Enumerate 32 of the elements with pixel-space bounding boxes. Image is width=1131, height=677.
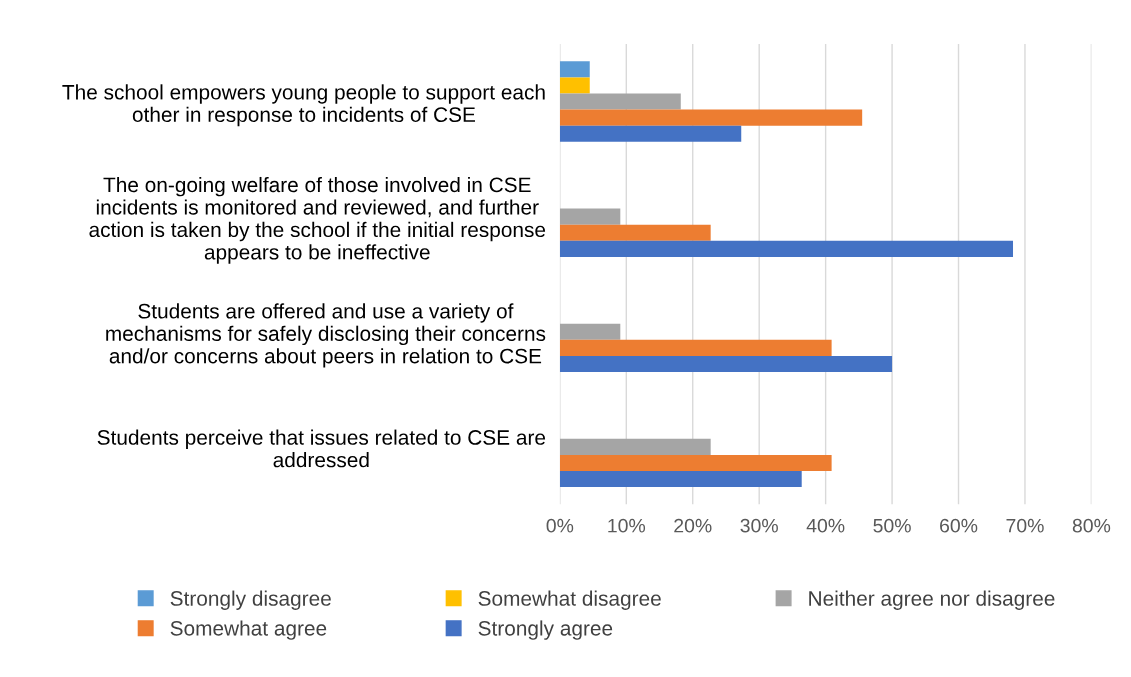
legend-label: Somewhat disagree (478, 590, 661, 610)
x-tick-label: 10% (608, 518, 646, 533)
legend-label: Somewhat agree (170, 620, 327, 640)
bar (559, 339, 832, 356)
x-tick-label: 80% (1072, 518, 1111, 533)
x-tick-label: 20% (674, 518, 712, 533)
bar (559, 470, 802, 488)
legend-label: Strongly agree (478, 620, 613, 640)
x-tick-label: 70% (1006, 518, 1044, 533)
x-tick-label: 0% (546, 518, 574, 533)
y-tick-label: The school empowers young people to support each other in response to incidents of CSE (62, 84, 545, 127)
bar (559, 109, 863, 126)
y-tick-label: Students perceive that issues related to CSE are addressed (97, 429, 546, 468)
legend-label: Neither agree nor disagree (809, 590, 1055, 610)
y-tick-label: Students are offered and use a variety of mechanisms for safely disclosing their concerns and/or concerns about peers in relation to CSE (106, 303, 546, 368)
bar (559, 61, 590, 78)
bar (559, 125, 742, 142)
x-tick-label: 60% (940, 518, 978, 533)
x-tick-label: 40% (806, 518, 845, 533)
bar (559, 208, 621, 225)
bar (559, 93, 681, 110)
bar (559, 355, 893, 373)
legend-label: Strongly disagree (170, 590, 331, 610)
x-tick-label: 30% (740, 518, 778, 533)
bar (559, 224, 711, 241)
x-tick-label: 50% (873, 518, 911, 533)
bar (559, 454, 832, 471)
y-tick-label: The on-going welfare of those involved in CSE incidents is monitored and reviewed, and further action is taken by the school if the initial response appears to be ineffective (89, 176, 546, 264)
bar (559, 240, 1014, 257)
bar (559, 438, 711, 455)
bar (559, 77, 590, 94)
bar (559, 323, 621, 340)
